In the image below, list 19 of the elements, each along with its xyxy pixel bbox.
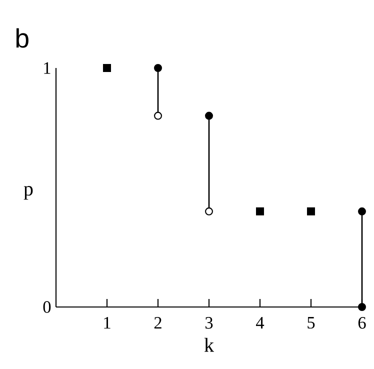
x-tick-label: 6 — [358, 317, 366, 329]
y-axis-title: p — [24, 186, 33, 200]
x-tick-label: 4 — [256, 317, 264, 328]
point — [306, 207, 315, 216]
x-tick-label: 3 — [206, 317, 213, 329]
point — [256, 207, 264, 216]
point — [358, 207, 366, 216]
x-tick-label: 1 — [104, 317, 110, 328]
point — [205, 207, 213, 216]
point — [358, 303, 366, 312]
point — [103, 64, 111, 72]
chart-title: b — [16, 28, 28, 48]
x-tick-label: 5 — [308, 317, 315, 329]
point — [154, 64, 162, 72]
y-tick-label: 0 — [43, 301, 51, 313]
x-axis-title: k — [204, 338, 214, 352]
x-tick-label: 2 — [154, 317, 162, 329]
point — [154, 112, 162, 120]
point — [205, 112, 213, 120]
